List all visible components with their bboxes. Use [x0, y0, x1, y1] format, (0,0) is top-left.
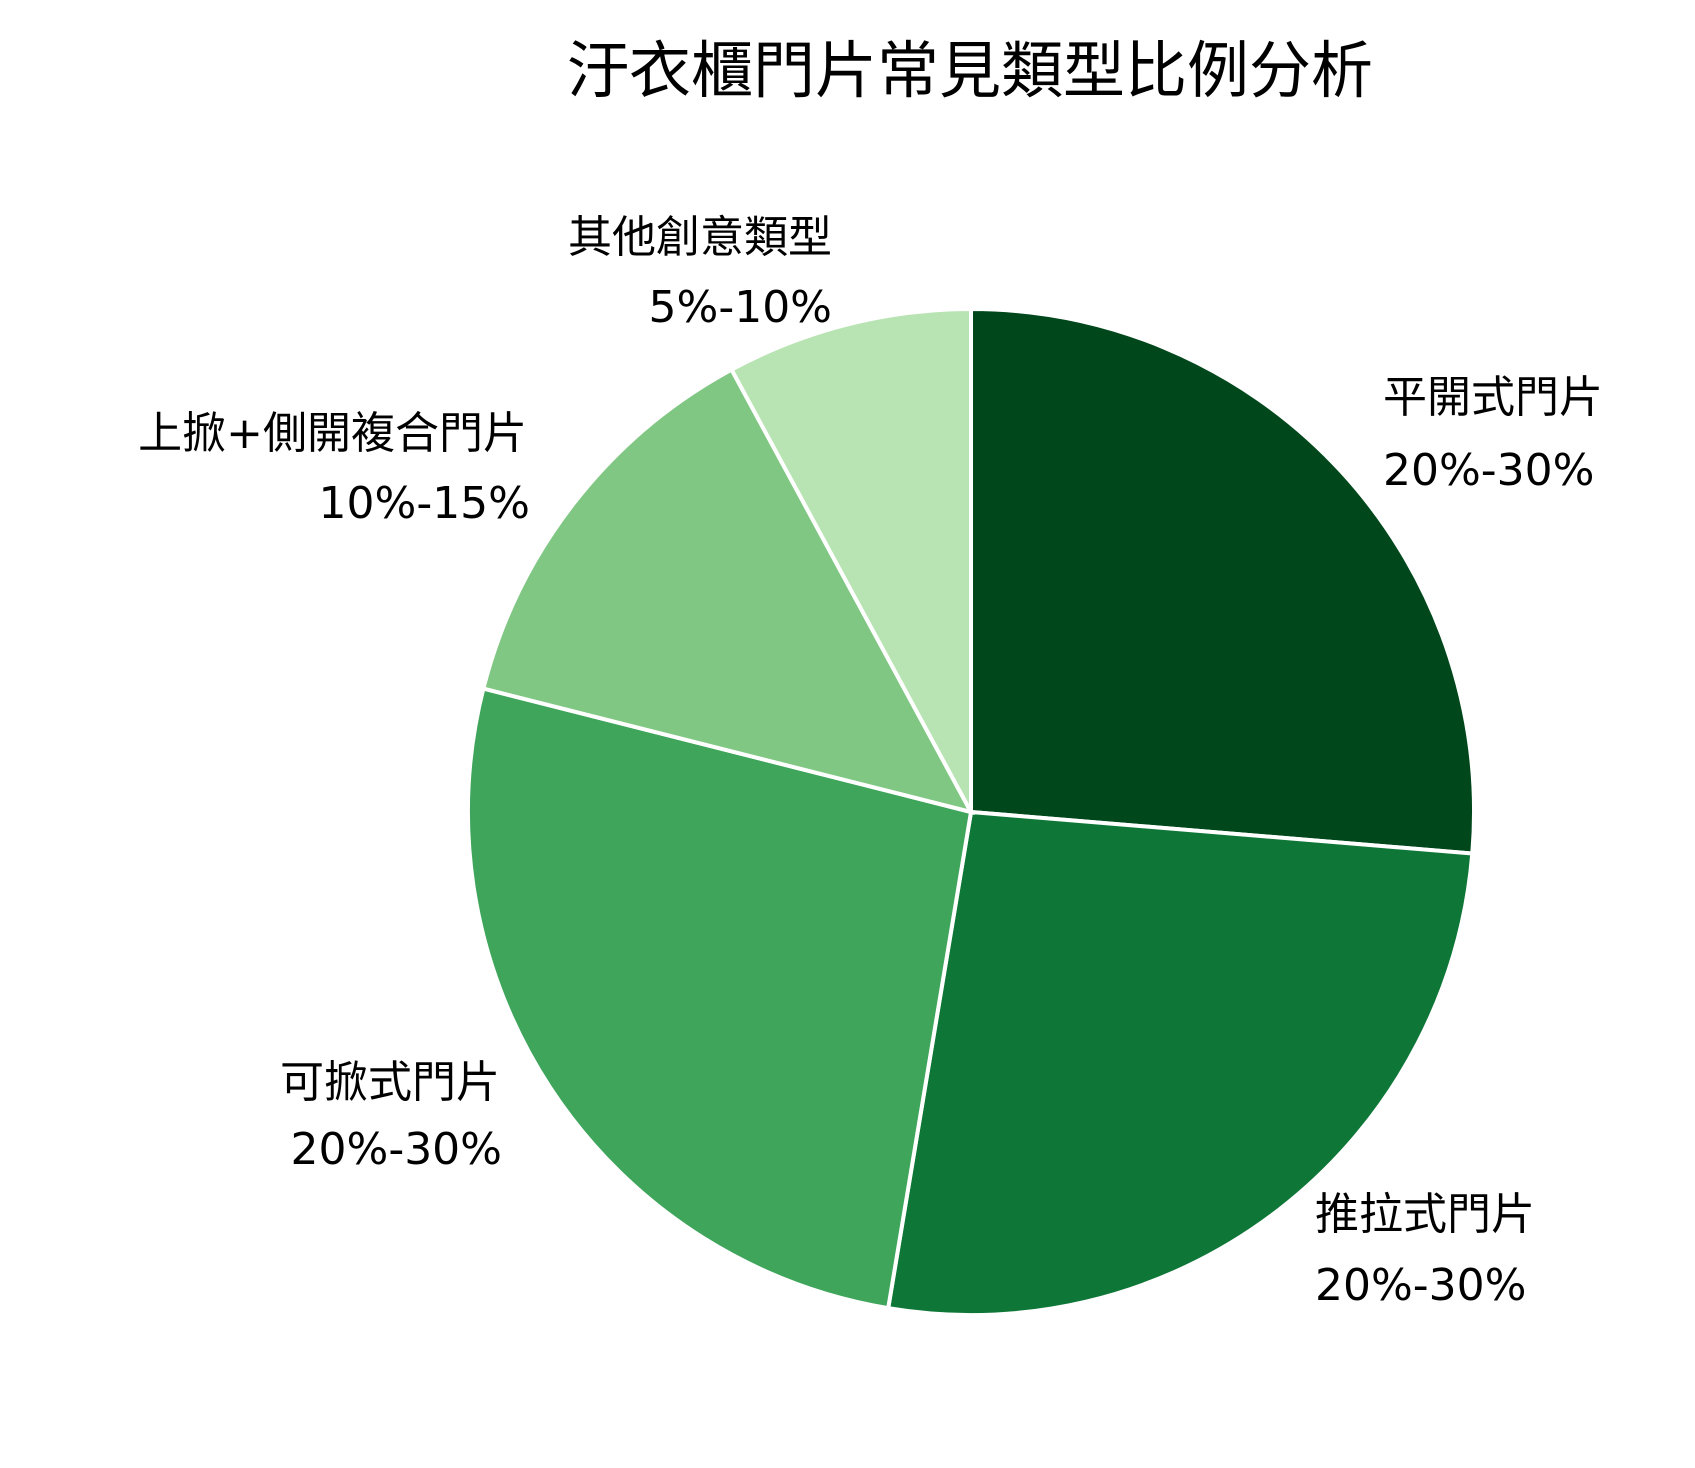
- slice-label-name: 上掀+側開複合門片: [138, 408, 527, 459]
- slice-label-range: 20%-30%: [1383, 445, 1594, 496]
- slice-label-range: 20%-30%: [1315, 1260, 1526, 1311]
- pie-slices: [466, 306, 1476, 1317]
- slice-label-name: 可掀式門片: [280, 1057, 500, 1108]
- slice-label-range: 10%-15%: [319, 478, 530, 529]
- pie-slice-1: [885, 809, 1475, 1317]
- slice-label-range: 20%-30%: [291, 1124, 502, 1175]
- slice-label-name: 平開式門片: [1383, 372, 1603, 423]
- chart-title: 汙衣櫃門片常見類型比例分析: [567, 34, 1373, 107]
- slice-label-0: 平開式門片 20%-30%: [1383, 372, 1603, 496]
- slice-label-2: 可掀式門片 20%-30%: [280, 1057, 502, 1175]
- pie-slice-3: [480, 366, 975, 816]
- pie-slice-0: [969, 306, 1476, 856]
- pie-slice-2: [466, 686, 974, 1311]
- slice-label-name: 推拉式門片: [1315, 1189, 1535, 1240]
- slice-label-3: 上掀+側開複合門片 10%-15%: [138, 408, 530, 529]
- slice-label-1: 推拉式門片 20%-30%: [1315, 1189, 1535, 1311]
- slice-label-name: 其他創意類型: [568, 212, 832, 263]
- pie-slice-4: [728, 306, 973, 813]
- slice-label-4: 其他創意類型 5%-10%: [568, 212, 832, 333]
- slice-label-range: 5%-10%: [649, 282, 832, 333]
